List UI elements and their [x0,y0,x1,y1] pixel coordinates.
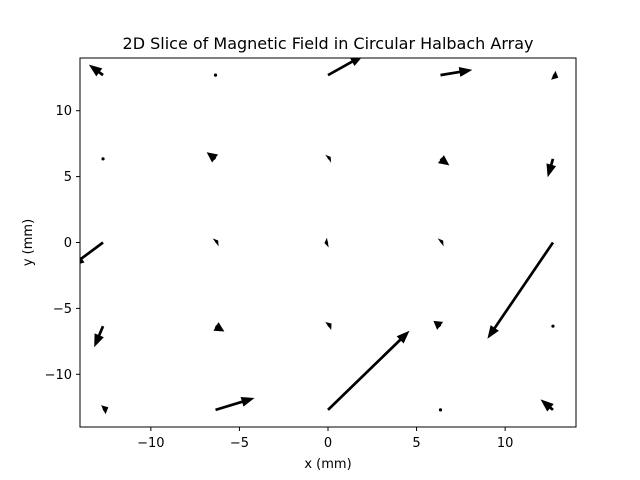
vector-arrow [324,237,329,248]
chart-title: 2D Slice of Magnetic Field in Circular H… [123,34,534,53]
y-axis-label: y (mm) [21,219,36,266]
vector-arrow [546,158,557,178]
y-tick-label: −5 [53,302,72,317]
vector-arrow [325,322,332,331]
vector-arrow [327,330,410,411]
x-axis: −10 −5 0 5 10 [137,427,513,451]
vector-arrow [80,241,104,264]
vector-arrow [101,157,105,161]
vector-arrow [213,73,218,77]
vector-arrow [440,67,473,77]
vector-arrow [213,322,225,332]
x-tick-label: 10 [497,436,514,451]
vector-arrow [433,320,444,330]
vector-arrow [212,238,219,247]
vector-arrow [215,397,255,412]
y-tick-label: 5 [64,170,72,185]
vector-arrow [551,70,559,80]
vector-arrow [206,152,219,163]
vector-arrow [540,399,554,412]
x-axis-label: x (mm) [304,457,351,472]
vector-arrow [94,325,105,348]
vector-arrow [437,238,444,247]
vector-field [80,58,559,415]
y-tick-label: 0 [64,236,72,251]
vector-arrow [551,324,555,328]
vector-arrow [437,155,450,166]
y-tick-label: −10 [45,368,72,383]
x-tick-label: 5 [412,436,420,451]
vector-arrow [487,241,555,339]
vector-arrow [325,154,332,163]
x-tick-label: −10 [137,436,164,451]
y-tick-label: 10 [55,104,72,119]
vector-arrow [101,405,109,415]
y-axis: −10 −5 0 5 10 [45,104,80,383]
vector-arrow [438,408,443,412]
vector-arrow [327,58,362,77]
x-tick-label: −5 [230,436,249,451]
x-tick-label: 0 [324,436,332,451]
vector-arrow [88,64,104,77]
